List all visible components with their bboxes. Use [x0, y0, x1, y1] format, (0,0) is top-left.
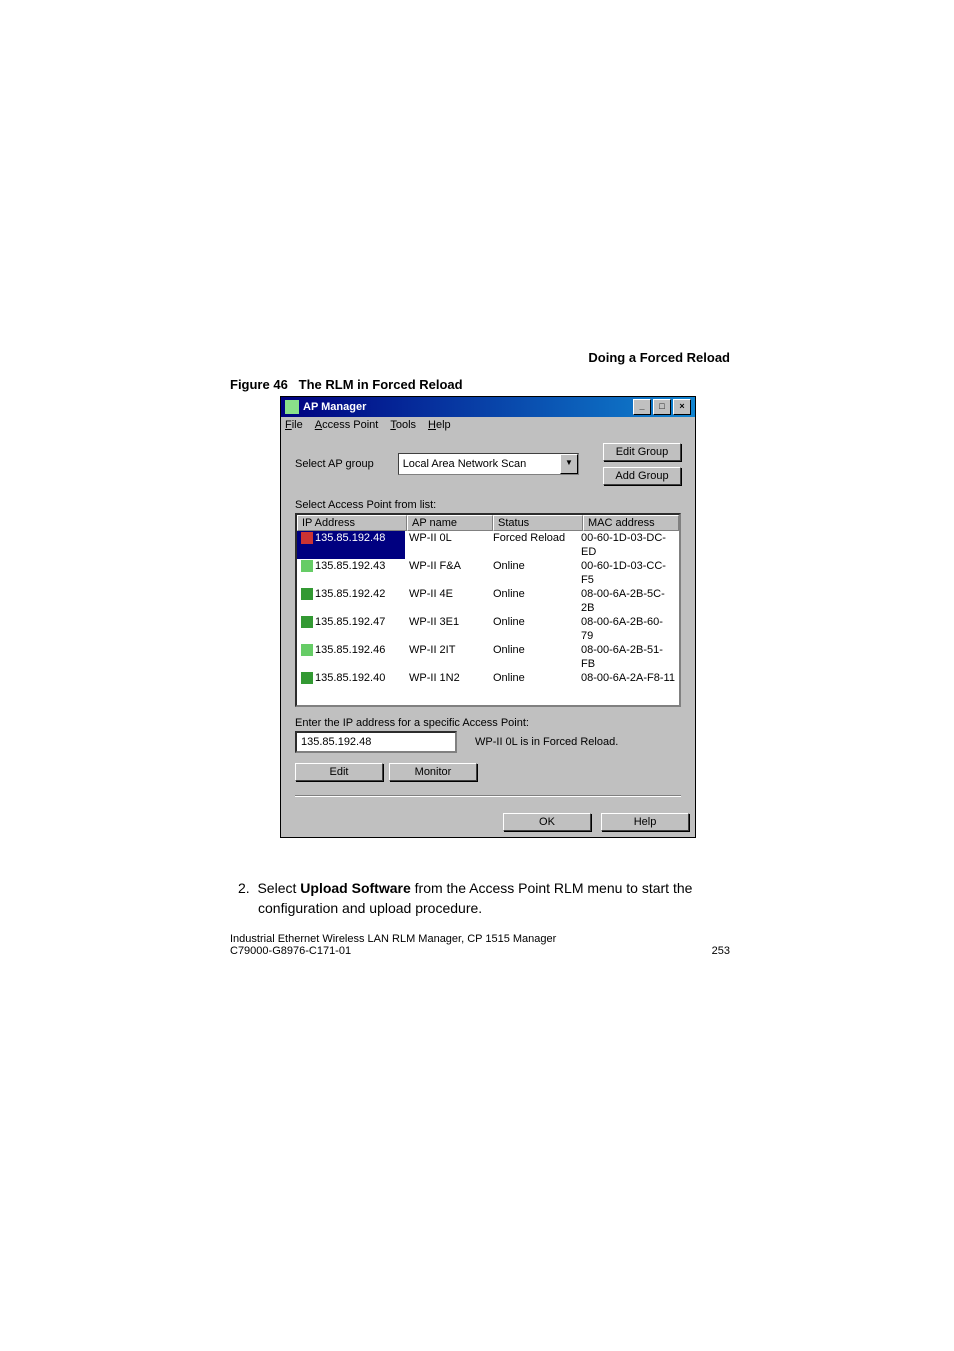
help-button[interactable]: Help	[601, 813, 689, 831]
menu-access-point[interactable]: Access Point	[315, 419, 379, 431]
section-header: Doing a Forced Reload	[230, 350, 730, 365]
status-icon	[301, 588, 313, 600]
ip-input-label: Enter the IP address for a specific Acce…	[295, 717, 681, 729]
minimize-button[interactable]: _	[633, 399, 651, 415]
step-text: 2. Select Upload Software from the Acces…	[230, 878, 730, 919]
cell-status: Forced Reload	[489, 531, 577, 559]
cell-status: Online	[489, 587, 577, 615]
header-mac[interactable]: MAC address	[583, 515, 679, 531]
cell-mac: 00-60-1D-03-DC-ED	[577, 531, 679, 559]
cell-status: Online	[489, 643, 577, 671]
select-group-value: Local Area Network Scan	[399, 458, 531, 470]
status-icon	[301, 532, 313, 544]
cell-mac: 08-00-6A-2B-51-FB	[577, 643, 679, 671]
status-message: WP-II 0L is in Forced Reload.	[475, 736, 618, 748]
cell-status: Online	[489, 615, 577, 643]
ip-input[interactable]: 135.85.192.48	[295, 731, 457, 753]
cell-mac: 08-00-6A-2B-5C-2B	[577, 587, 679, 615]
cell-ip: 135.85.192.42	[297, 587, 405, 615]
close-button[interactable]: ×	[673, 399, 691, 415]
cell-ip: 135.85.192.43	[297, 559, 405, 587]
titlebar: AP Manager _ □ ×	[281, 397, 695, 417]
status-icon	[301, 672, 313, 684]
select-group-dropdown[interactable]: Local Area Network Scan ▼	[398, 453, 579, 475]
menubar: File Access Point Tools Help	[281, 417, 695, 433]
edit-group-button[interactable]: Edit Group	[603, 443, 681, 461]
footer-line1: Industrial Ethernet Wireless LAN RLM Man…	[230, 933, 730, 945]
header-ip[interactable]: IP Address	[297, 515, 407, 531]
table-row[interactable]: 135.85.192.46WP-II 2ITOnline08-00-6A-2B-…	[297, 643, 679, 671]
app-icon	[285, 400, 299, 414]
header-name[interactable]: AP name	[407, 515, 493, 531]
page-footer: Industrial Ethernet Wireless LAN RLM Man…	[230, 933, 730, 957]
cell-ip: 135.85.192.47	[297, 615, 405, 643]
header-status[interactable]: Status	[493, 515, 583, 531]
ok-button[interactable]: OK	[503, 813, 591, 831]
footer-line2: C79000-G8976-C171-01	[230, 945, 351, 957]
table-row[interactable]: 135.85.192.42WP-II 4EOnline08-00-6A-2B-5…	[297, 587, 679, 615]
table-row[interactable]: 135.85.192.47WP-II 3E1Online08-00-6A-2B-…	[297, 615, 679, 643]
status-icon	[301, 644, 313, 656]
step-pre: Select	[257, 880, 300, 896]
cell-mac: 00-60-1D-03-CC-F5	[577, 559, 679, 587]
cell-status: Online	[489, 559, 577, 587]
table-row[interactable]: 135.85.192.48WP-II 0LForced Reload00-60-…	[297, 531, 679, 559]
menu-help[interactable]: Help	[428, 419, 451, 431]
menu-file[interactable]: File	[285, 419, 303, 431]
list-label: Select Access Point from list:	[295, 499, 681, 511]
status-icon	[301, 560, 313, 572]
access-point-list[interactable]: IP Address AP name Status MAC address 13…	[295, 513, 681, 707]
figure-number: Figure 46	[230, 377, 288, 392]
ap-manager-window: AP Manager _ □ × File Access Point Tools…	[280, 396, 696, 838]
cell-mac: 08-00-6A-2B-60-79	[577, 615, 679, 643]
cell-name: WP-II 2IT	[405, 643, 489, 671]
edit-button[interactable]: Edit	[295, 763, 383, 781]
cell-ip: 135.85.192.40	[297, 671, 405, 685]
cell-status: Online	[489, 671, 577, 685]
figure-title: The RLM in Forced Reload	[299, 377, 463, 392]
cell-ip: 135.85.192.46	[297, 643, 405, 671]
page-number: 253	[712, 945, 730, 957]
chevron-down-icon[interactable]: ▼	[560, 454, 578, 474]
status-icon	[301, 616, 313, 628]
cell-name: WP-II 3E1	[405, 615, 489, 643]
cell-name: WP-II 4E	[405, 587, 489, 615]
cell-mac: 08-00-6A-2A-F8-11	[577, 671, 679, 685]
maximize-button[interactable]: □	[653, 399, 671, 415]
separator	[295, 795, 681, 797]
window-title: AP Manager	[303, 401, 366, 413]
add-group-button[interactable]: Add Group	[603, 467, 681, 485]
select-group-label: Select AP group	[295, 458, 374, 470]
step-bold: Upload Software	[300, 880, 410, 896]
cell-name: WP-II F&A	[405, 559, 489, 587]
cell-name: WP-II 1N2	[405, 671, 489, 685]
table-row[interactable]: 135.85.192.40WP-II 1N2Online08-00-6A-2A-…	[297, 671, 679, 685]
list-header: IP Address AP name Status MAC address	[297, 515, 679, 531]
step-number: 2.	[238, 880, 250, 896]
cell-name: WP-II 0L	[405, 531, 489, 559]
table-row[interactable]: 135.85.192.43WP-II F&AOnline00-60-1D-03-…	[297, 559, 679, 587]
cell-ip: 135.85.192.48	[297, 531, 405, 559]
menu-tools[interactable]: Tools	[390, 419, 416, 431]
figure-caption: Figure 46 The RLM in Forced Reload	[230, 377, 730, 392]
monitor-button[interactable]: Monitor	[389, 763, 477, 781]
